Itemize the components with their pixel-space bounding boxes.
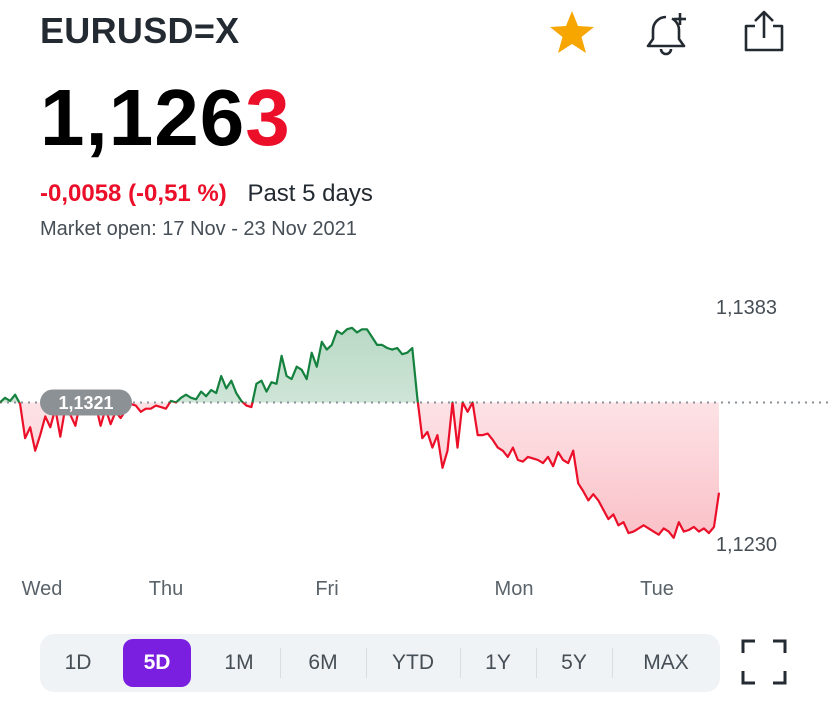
fullscreen-icon[interactable] [740,638,788,686]
change-row: -0,0058 (-0,51 %) Past 5 days [40,180,373,208]
tab-5y[interactable]: 5Y [536,634,612,692]
tab-1d[interactable]: 1D [64,651,92,674]
share-icon[interactable] [742,10,786,54]
tab-max[interactable]: MAX [612,634,720,692]
price-main: 1,126 [40,73,246,162]
previous-close-badge: 1,1321 [40,389,132,416]
area-below-prev-close [19,402,719,538]
x-label-thu: Thu [149,578,183,600]
range-tabs: 1D 5D 1M 6M YTD 1Y 5Y MAX [40,634,720,692]
period-label: Past 5 days [247,180,373,207]
price-line-up [0,326,474,403]
price-change: -0,0058 (-0,51 %) [40,180,227,207]
star-icon[interactable] [548,9,596,55]
x-label-tue: Tue [640,578,674,600]
price-line-down [0,402,721,539]
x-label-fri: Fri [315,578,338,600]
bell-plus-icon[interactable] [644,10,692,56]
tab-ytd[interactable]: YTD [366,634,460,692]
tab-1m[interactable]: 1M [224,651,254,674]
tab-1y[interactable]: 1Y [460,634,536,692]
y-label-low: 1,1230 [716,534,777,556]
price-last-digit: 3 [245,73,291,162]
current-price: 1,1263 [40,78,291,158]
price-chart[interactable]: 1,1321 1,1383 1,1230 Wed Thu Fri Mon Tue [0,0,828,610]
y-label-high: 1,1383 [716,297,777,319]
previous-close-label: 1,1321 [58,393,113,413]
symbol-title: EURUSD=X [40,10,240,51]
x-label-mon: Mon [495,578,534,600]
tab-6m[interactable]: 6M [280,634,366,692]
tab-5d[interactable]: 5D [116,634,198,692]
x-label-wed: Wed [22,578,63,600]
market-status: Market open: 17 Nov - 23 Nov 2021 [40,218,357,240]
area-above-prev-close [0,327,719,403]
